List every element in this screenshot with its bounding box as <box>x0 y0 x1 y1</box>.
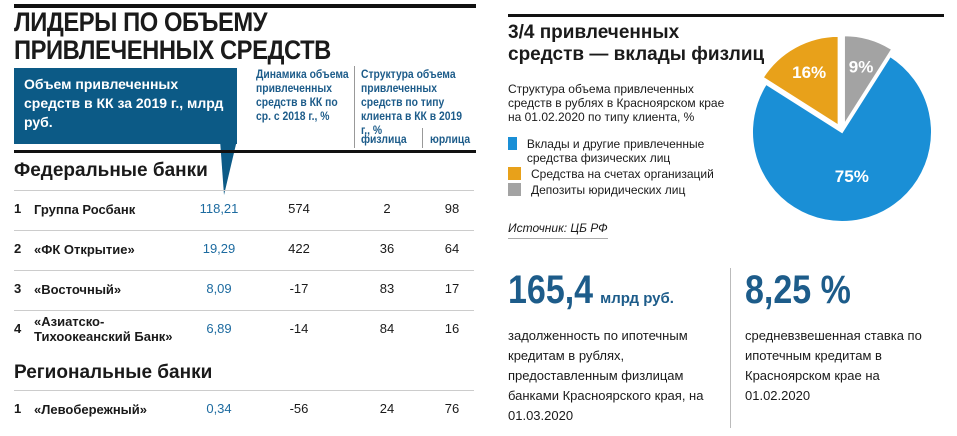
regional-banks-heading: Региональные банки <box>14 362 213 383</box>
individuals-share: 84 <box>379 321 395 336</box>
left-title: ЛИДЕРЫ ПО ОБЪЕМУ ПРИВЛЕЧЕННЫХ СРЕДСТВ <box>14 7 331 65</box>
rank: 3 <box>14 281 22 296</box>
rank: 1 <box>14 201 22 216</box>
table-row: 2 «ФК Открытие» 19,29 422 36 64 <box>14 230 474 266</box>
legal-share: 17 <box>444 281 460 296</box>
individuals-share: 36 <box>379 241 395 256</box>
dynamics-value: -14 <box>289 321 309 336</box>
callout-pointer <box>220 140 237 195</box>
structure-column-header: Структура объема привлеченных средств по… <box>361 69 462 137</box>
right-title: 3/4 привлеченных средств — вклады физлиц <box>508 22 765 65</box>
stat-mortgage-debt: 165,4 млрд руб. задолженность по ипотечны… <box>508 268 728 426</box>
legend-item-individuals: Вклады и другие привлеченные средства фи… <box>508 137 748 165</box>
legend-swatch <box>508 137 517 150</box>
divider <box>354 66 355 148</box>
federal-banks-heading: Федеральные банки <box>14 160 208 181</box>
volume-value: 19,29 <box>202 241 236 256</box>
legal-share: 98 <box>444 201 460 216</box>
individuals-share: 24 <box>379 401 395 416</box>
pie-slice <box>751 54 933 223</box>
bank-name: «Левобережный» <box>34 401 147 417</box>
table-row: 4 «Азиатско-Тихоокеанский Банк» 6,89 -14… <box>14 310 474 346</box>
stat-value: 165,4 <box>508 268 594 312</box>
stat-unit: млрд руб. <box>600 290 674 307</box>
pie-chart: 9% 75% 16% <box>751 34 933 223</box>
rank: 4 <box>14 321 22 336</box>
rank: 2 <box>14 241 22 256</box>
dynamics-value: 422 <box>288 241 310 256</box>
legend-label: Средства на счетах организаций <box>531 167 714 181</box>
pie-slice <box>761 34 840 128</box>
dynamics-value: 574 <box>288 201 310 216</box>
divider <box>422 128 423 148</box>
volume-value: 8,09 <box>206 281 232 296</box>
divider <box>730 268 731 428</box>
pie-slice-label: 9% <box>849 58 874 77</box>
legal-share: 76 <box>444 401 460 416</box>
volume-value: 0,34 <box>206 401 232 416</box>
volume-column-header: Объем привлеченных средств в КК за 2019 … <box>14 68 237 144</box>
legend: Вклады и другие привлеченные средства фи… <box>508 137 748 197</box>
legal-share: 64 <box>444 241 460 256</box>
legend-swatch <box>508 183 521 196</box>
individuals-share: 2 <box>383 201 391 216</box>
dynamics-value: -56 <box>289 401 309 416</box>
legend-label: Депозиты юридических лиц <box>531 183 686 197</box>
volume-value: 6,89 <box>206 321 232 336</box>
stat-value: 8,25 % <box>745 268 851 312</box>
bank-name: «ФК Открытие» <box>34 241 135 257</box>
table-row: 1 «Левобережный» 0,34 -56 24 76 <box>14 390 474 426</box>
dynamics-value: -17 <box>289 281 309 296</box>
legal-share: 16 <box>444 321 460 336</box>
pie-slice-label: 16% <box>792 63 826 82</box>
legal-column-header: юрлица <box>430 134 471 146</box>
left-top-rule <box>14 4 476 8</box>
dynamics-column-header: Динамика объема привлеченных средств в К… <box>256 69 349 123</box>
legend-item-organizations: Средства на счетах организаций <box>508 167 748 181</box>
individuals-column-header: физлица <box>361 134 407 146</box>
table-row: 3 «Восточный» 8,09 -17 83 17 <box>14 270 474 306</box>
individuals-share: 83 <box>379 281 395 296</box>
legend-label: Вклады и другие привлеченные средства фи… <box>526 137 705 165</box>
pie-slice <box>842 34 894 129</box>
bank-name: «Восточный» <box>34 281 122 297</box>
source-note: Источник: ЦБ РФ <box>508 221 608 239</box>
table-row: 1 Группа Росбанк 118,21 574 2 98 <box>14 190 474 226</box>
bank-name: «Азиатско-Тихоокеанский Банк» <box>34 314 173 344</box>
header-rule <box>14 150 476 153</box>
chart-subtitle: Структура объема привлеченных средств в … <box>508 82 725 124</box>
legend-swatch <box>508 167 521 180</box>
bank-name: Группа Росбанк <box>34 201 136 217</box>
stat-description: задолженность по ипотечным кредитам в ру… <box>508 328 704 423</box>
volume-value: 118,21 <box>199 201 239 216</box>
pie-slice-label: 75% <box>835 167 869 186</box>
rank: 1 <box>14 401 22 416</box>
legend-item-legal: Депозиты юридических лиц <box>508 183 748 197</box>
stat-mortgage-rate: 8,25 % средневзвешенная ставка по ипотеч… <box>745 268 945 406</box>
stat-description: средневзвешенная ставка по ипотечным кре… <box>745 328 922 403</box>
right-top-rule <box>508 14 944 17</box>
